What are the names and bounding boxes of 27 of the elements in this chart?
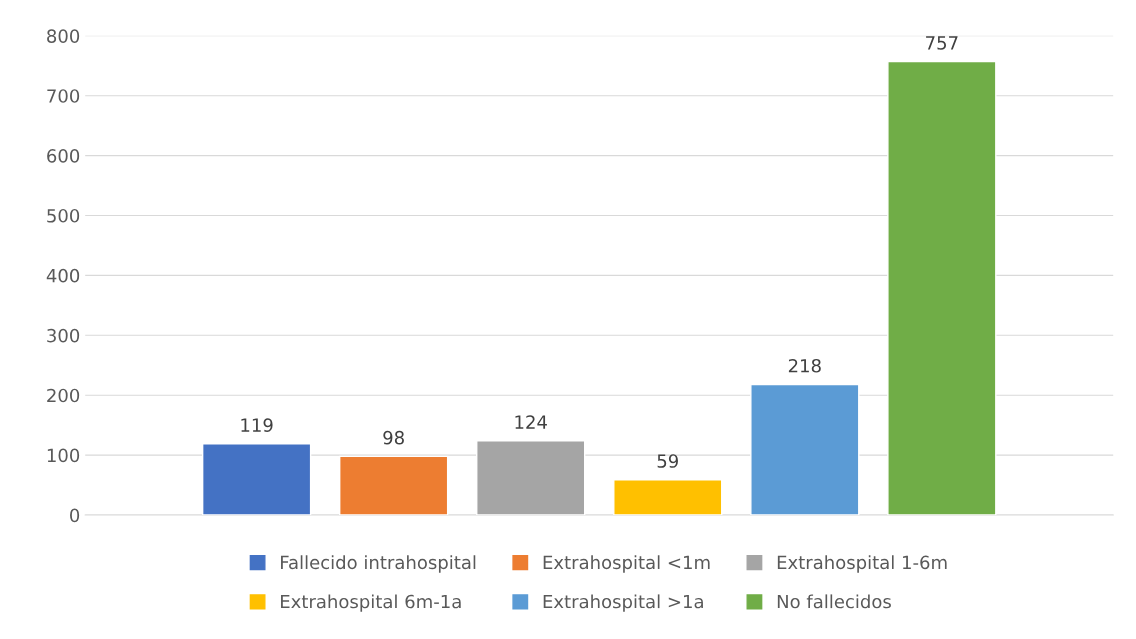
y-tick-label: 500 <box>47 208 80 223</box>
y-tick-label: 200 <box>47 388 80 403</box>
y-tick-label: 700 <box>47 89 80 103</box>
legend-label: Extrahospital >1a <box>543 594 703 612</box>
y-tick-label: 800 <box>47 29 80 43</box>
bar <box>613 478 723 516</box>
data-label: 59 <box>657 454 678 468</box>
data-label: 124 <box>515 415 547 429</box>
y-tick-label: 600 <box>47 149 80 163</box>
data-label: 119 <box>241 418 273 432</box>
data-label: 757 <box>926 36 958 50</box>
bar <box>887 60 997 516</box>
y-tick-label: 300 <box>47 328 80 343</box>
legend-label: Fallecido intrahospital <box>281 555 476 573</box>
legend-label: Extrahospital <1m <box>543 555 710 573</box>
legend-label: No fallecidos <box>777 594 891 609</box>
legend-label: Extrahospital 1-6m <box>777 555 947 573</box>
bar <box>339 455 449 516</box>
y-tick-label: 400 <box>46 268 80 283</box>
bar <box>750 383 860 516</box>
bar <box>476 440 586 516</box>
data-label: 98 <box>383 430 404 445</box>
bar <box>201 443 312 516</box>
y-tick-label: 100 <box>47 448 80 463</box>
data-label: 218 <box>788 358 821 373</box>
y-tick-label: 0 <box>70 508 80 523</box>
legend-label: Extrahospital 6m-1a <box>281 594 461 612</box>
